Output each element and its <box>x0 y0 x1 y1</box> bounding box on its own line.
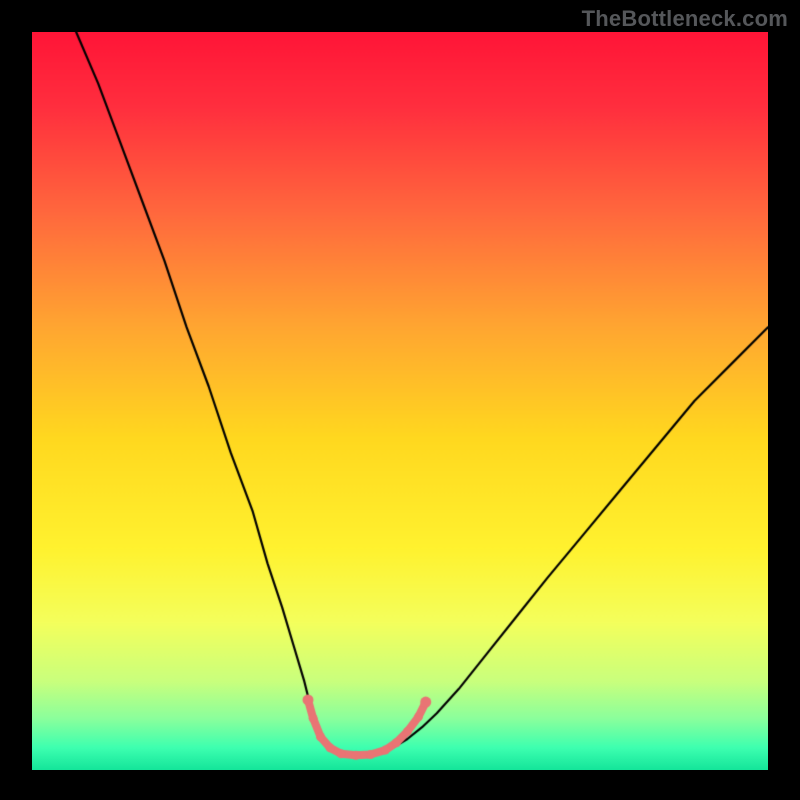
plot-canvas <box>32 32 768 770</box>
watermark-text: TheBottleneck.com <box>582 6 788 32</box>
plot-area <box>32 32 768 770</box>
outer-frame: TheBottleneck.com <box>0 0 800 800</box>
